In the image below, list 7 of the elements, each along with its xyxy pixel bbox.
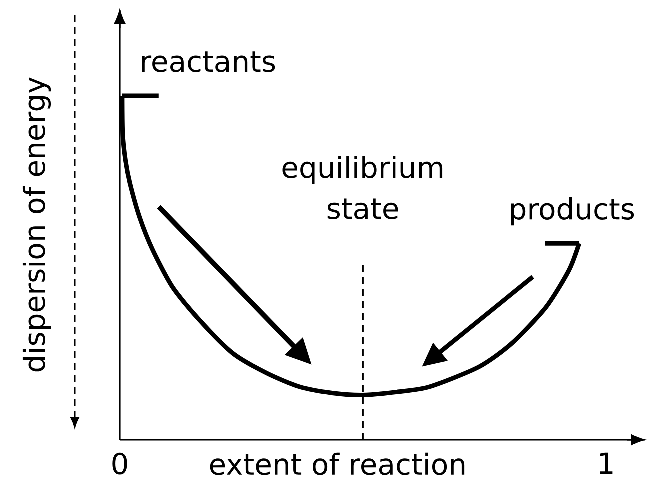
x-axis-title: extent of reaction (210, 452, 465, 476)
y-axis-title: dispersion of energy (22, 78, 52, 372)
annotation: reactants (142, 52, 276, 72)
ref-line-label: equilibrium state (282, 156, 443, 220)
x-tick-label: 1 (600, 452, 613, 474)
annotation: products (511, 198, 634, 226)
x-tick-label: 0 (112, 452, 128, 475)
